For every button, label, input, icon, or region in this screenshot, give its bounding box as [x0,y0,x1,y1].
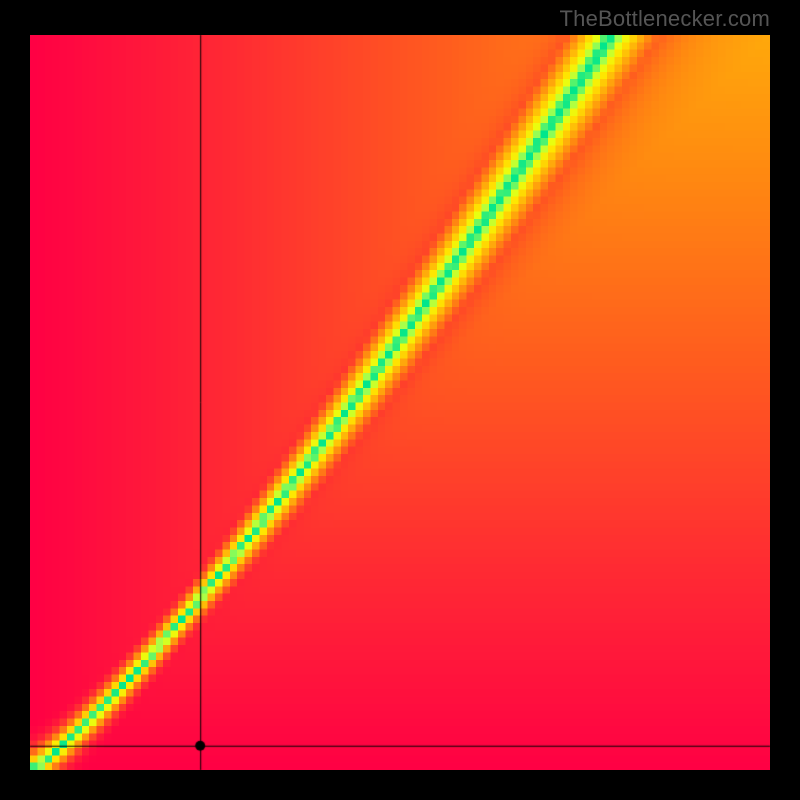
heatmap-canvas [30,35,770,770]
attribution-text: TheBottlenecker.com [560,6,770,32]
chart-container: { "attribution": "TheBottlenecker.com", … [0,0,800,800]
